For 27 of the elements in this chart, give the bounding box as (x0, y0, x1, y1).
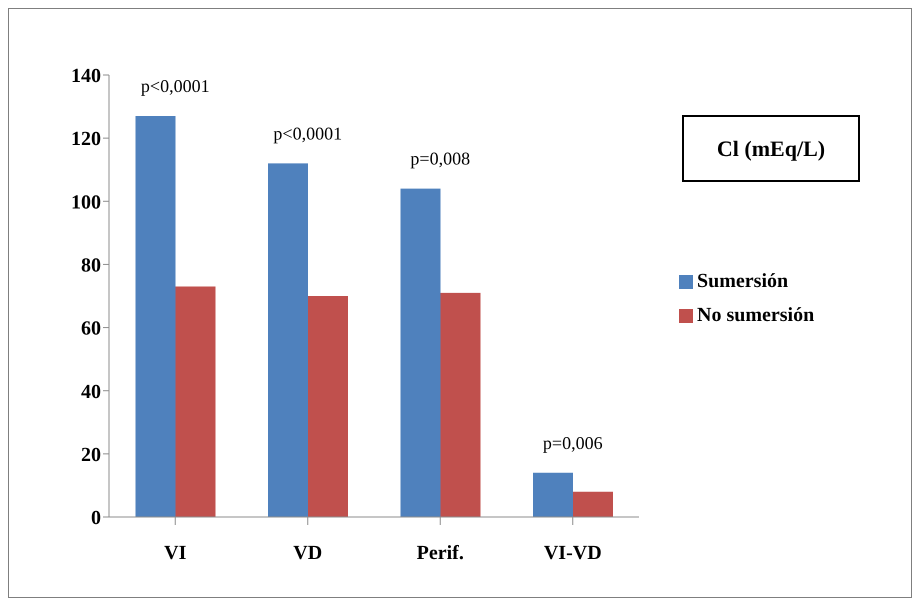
y-tick-label: 140 (71, 65, 101, 88)
legend-label: Sumersión (697, 270, 788, 292)
x-tick-label: VI (164, 542, 187, 564)
x-tick-label: Perif. (416, 542, 464, 564)
bar (176, 286, 216, 517)
y-tick-label: 20 (81, 444, 101, 466)
annotation: p=0,006 (542, 432, 603, 453)
bar (440, 292, 480, 517)
bar (400, 188, 440, 517)
bar (533, 472, 573, 517)
bar (573, 492, 613, 517)
bar (136, 116, 176, 517)
legend-label: No sumersión (697, 304, 814, 326)
y-tick-label: 100 (71, 191, 101, 214)
y-tick-label: 40 (81, 380, 101, 403)
bar (308, 296, 348, 517)
x-tick-label: VD (293, 542, 322, 564)
annotation: p<0,0001 (140, 76, 210, 96)
y-tick-label: 60 (81, 318, 101, 340)
y-tick-label: 120 (71, 128, 101, 150)
bar (268, 163, 308, 517)
annotation: p<0,0001 (273, 123, 342, 144)
x-tick-label: VI-VD (544, 542, 602, 564)
y-tick-label: 0 (91, 507, 101, 530)
annotation: p=0,008 (410, 148, 470, 169)
y-tick-label: 80 (81, 254, 101, 277)
text: Cl (mEq/L) (682, 115, 860, 182)
